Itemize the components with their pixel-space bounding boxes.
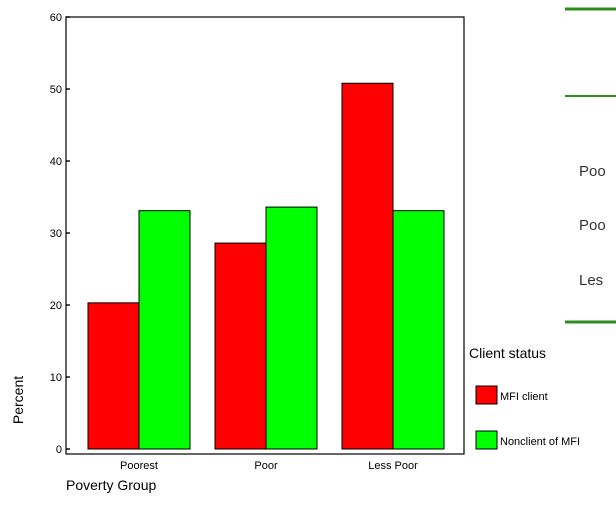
- bar-nonclient-of-mfi-poorest: [138, 210, 191, 450]
- legend-swatch: [475, 385, 498, 405]
- y-axis: 0 10 20 30 40 50 60: [50, 12, 70, 456]
- bar-nonclient-of-mfi-poor: [265, 206, 318, 450]
- y-tick-label: 50: [50, 84, 62, 96]
- legend: Client status MFI client Nonclient of MFI: [469, 345, 580, 450]
- y-tick-label: 40: [50, 156, 62, 168]
- y-tick-label: 20: [50, 300, 62, 312]
- legend-title: Client status: [469, 345, 546, 361]
- bar-nonclient-of-mfi-less-poor: [392, 210, 445, 450]
- x-axis-label: Poverty Group: [66, 477, 156, 493]
- legend-entry: MFI client: [500, 391, 548, 403]
- bar-mfi-client-poor: [214, 242, 267, 450]
- x-axis: Poorest Poor Less Poor: [120, 460, 418, 472]
- bar-mfi-client-poorest: [87, 302, 140, 450]
- legend-entry: Nonclient of MFI: [500, 436, 580, 448]
- x-tick-label: Poor: [254, 460, 278, 472]
- table-row-label: Les: [579, 272, 603, 289]
- y-axis-label: Percent: [10, 376, 26, 424]
- y-tick-label: 10: [50, 372, 62, 384]
- bar-mfi-client-less-poor: [341, 82, 394, 450]
- x-tick-label: Poorest: [120, 460, 158, 472]
- bars: [87, 82, 445, 450]
- table-row-label: Poo: [579, 217, 606, 234]
- y-tick-label: 30: [50, 228, 62, 240]
- legend-swatch: [475, 430, 498, 450]
- table-row-label: Poo: [579, 163, 606, 180]
- side-table: Poo Poo Les: [565, 7, 616, 324]
- x-tick-label: Less Poor: [368, 460, 418, 472]
- plot-frame: [65, 16, 465, 455]
- y-tick-label: 0: [56, 444, 62, 456]
- y-tick-label: 60: [50, 12, 62, 24]
